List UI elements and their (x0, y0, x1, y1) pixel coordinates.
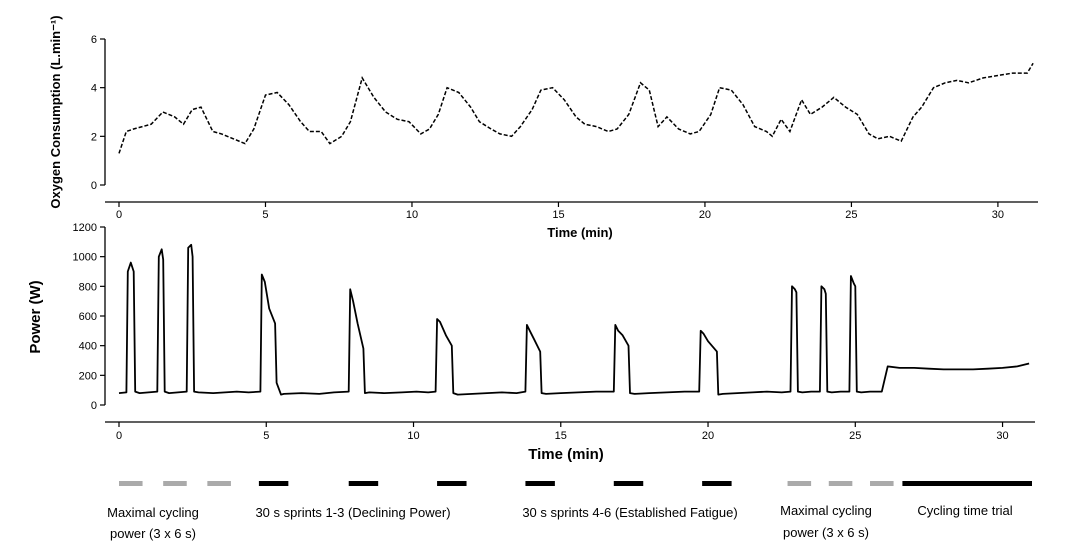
vo2-y-tick-label: 6 (91, 34, 97, 46)
power-y-tick-label: 1000 (73, 252, 97, 264)
vo2-y-tick-label: 4 (91, 83, 97, 95)
vo2-y-tick-label: 2 (91, 131, 97, 143)
phase-bar (870, 481, 894, 486)
phase-bar (902, 481, 1032, 486)
phase-bar (787, 481, 812, 486)
phase-bar (437, 481, 467, 486)
power-x-tick-label: 20 (702, 430, 714, 442)
power-y-axis-title: Power (W) (27, 280, 44, 353)
phase-bar (119, 481, 143, 486)
phase-label-time-trial: Cycling time trial (917, 503, 1012, 518)
vo2-series-line (118, 62, 1034, 154)
oxygen-consumption-panel: 0 2 4 6 0 5 10 15 20 25 30 Oxygen Consumption (L.… (48, 15, 1038, 240)
power-series-line (118, 243, 1030, 396)
protocol-phase-labels: Maximal cycling power (3 x 6 s) 30 s spr… (107, 503, 1013, 541)
phase-bar (613, 481, 644, 486)
phase-label-maximal-power-post-line1: Maximal cycling (780, 503, 872, 518)
phase-bar (702, 481, 732, 486)
power-y-tick-label: 1200 (73, 222, 97, 234)
power-x-tick-label: 25 (849, 430, 861, 442)
phase-label-maximal-power-pre-line1: Maximal cycling (107, 505, 199, 520)
power-y-tick-label: 400 (79, 341, 97, 353)
vo2-x-tick-label: 20 (699, 209, 711, 221)
vo2-y-ticks: 0 2 4 6 (91, 34, 105, 192)
phase-label-maximal-power-pre-line2: power (3 x 6 s) (110, 526, 196, 541)
power-panel: 0 200 400 600 800 1000 1200 0 5 10 15 20 25 30 Power… (27, 222, 1035, 463)
power-x-tick-label: 5 (263, 430, 269, 442)
power-x-tick-label: 15 (555, 430, 567, 442)
power-y-tick-label: 800 (79, 281, 97, 293)
vo2-x-tick-label: 25 (845, 209, 857, 221)
vo2-y-axis-title: Oxygen Consumption (L.min⁻¹) (48, 15, 63, 208)
vo2-x-tick-label: 0 (116, 209, 122, 221)
phase-bar (163, 481, 187, 486)
phase-label-maximal-power-post-line2: power (3 x 6 s) (783, 525, 869, 540)
power-x-tick-label: 0 (116, 430, 122, 442)
power-x-tick-label: 10 (407, 430, 419, 442)
phase-bar (258, 481, 289, 486)
vo2-x-tick-label: 15 (552, 209, 564, 221)
phase-label-sprints-1-3: 30 s sprints 1-3 (Declining Power) (255, 505, 450, 520)
phase-bar (348, 481, 379, 486)
phase-label-sprints-4-6: 30 s sprints 4-6 (Established Fatigue) (522, 505, 737, 520)
protocol-phase-bars (119, 481, 1032, 486)
vo2-y-tick-label: 0 (91, 180, 97, 192)
power-y-tick-label: 0 (91, 400, 97, 412)
vo2-x-axis-title: Time (min) (547, 225, 613, 240)
vo2-x-ticks: 0 5 10 15 20 25 30 (116, 202, 1004, 221)
vo2-x-tick-label: 5 (262, 209, 268, 221)
phase-bar (525, 481, 555, 486)
power-y-tick-label: 600 (79, 311, 97, 323)
vo2-x-tick-label: 30 (992, 209, 1004, 221)
power-x-tick-label: 30 (996, 430, 1008, 442)
power-x-axis-title: Time (min) (528, 446, 604, 463)
power-y-ticks: 0 200 400 600 800 1000 1200 (73, 222, 105, 412)
power-y-tick-label: 200 (79, 370, 97, 382)
phase-bar (207, 481, 231, 486)
vo2-x-tick-label: 10 (406, 209, 418, 221)
power-x-ticks: 0 5 10 15 20 25 30 (116, 422, 1009, 442)
phase-bar (828, 481, 853, 486)
